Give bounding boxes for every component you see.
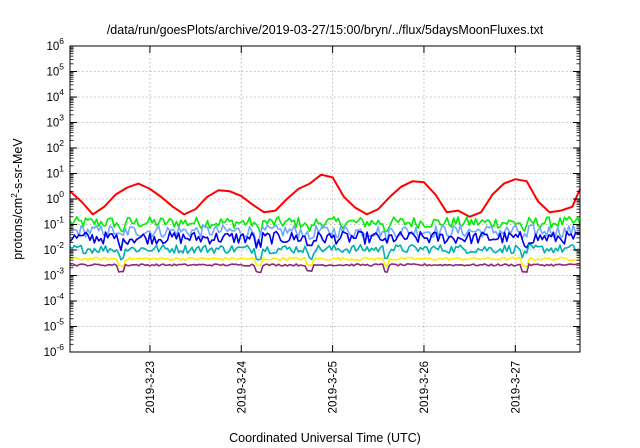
y-tick-label: 10-4 — [44, 291, 65, 308]
y-tick-label: 106 — [46, 36, 64, 53]
flux-series-line — [69, 173, 581, 218]
series-lines — [69, 173, 581, 274]
y-tick-label: 10-5 — [44, 317, 65, 334]
y-axis-label: protons/cm2-s-sr-MeV — [9, 138, 25, 260]
grid-lines — [70, 46, 580, 352]
y-tick-labels: 10-6 10-5 10-4 10-3 10-2 10-1 100 101 102 103 104 1… — [44, 36, 65, 359]
y-tick-label: 104 — [46, 87, 64, 104]
y-tick-label: 10-3 — [44, 266, 65, 283]
x-tick-label: 2019-3-25 — [328, 361, 340, 413]
x-tick-label: 2019-3-26 — [419, 361, 431, 413]
y-tick-label: 10-2 — [44, 240, 65, 257]
flux-series-line — [69, 263, 581, 274]
y-tick-label: 10-6 — [44, 342, 65, 359]
flux-series-line — [69, 256, 581, 268]
flux-series-line — [69, 230, 581, 252]
flux-series-line — [69, 243, 581, 261]
axis-ticks — [70, 45, 580, 353]
x-tick-label: 2019-3-23 — [145, 361, 157, 413]
x-axis-label: Coordinated Universal Time (UTC) — [229, 431, 421, 445]
x-tick-label: 2019-3-24 — [236, 360, 248, 413]
x-tick-labels: 2019-3-23 2019-3-24 2019-3-25 2019-3-26 2019… — [145, 360, 522, 413]
x-tick-label: 2019-3-27 — [510, 361, 522, 413]
y-tick-label: 10-1 — [44, 215, 65, 232]
flux-series-line — [69, 224, 581, 245]
flux-series-line — [69, 216, 581, 236]
chart-title: /data/run/goesPlots/archive/2019-03-27/1… — [107, 23, 544, 37]
y-tick-label: 102 — [46, 138, 64, 155]
y-tick-label: 105 — [46, 62, 64, 79]
y-tick-label: 101 — [46, 164, 64, 181]
y-tick-label: 103 — [46, 113, 64, 130]
y-tick-label: 100 — [46, 189, 64, 206]
